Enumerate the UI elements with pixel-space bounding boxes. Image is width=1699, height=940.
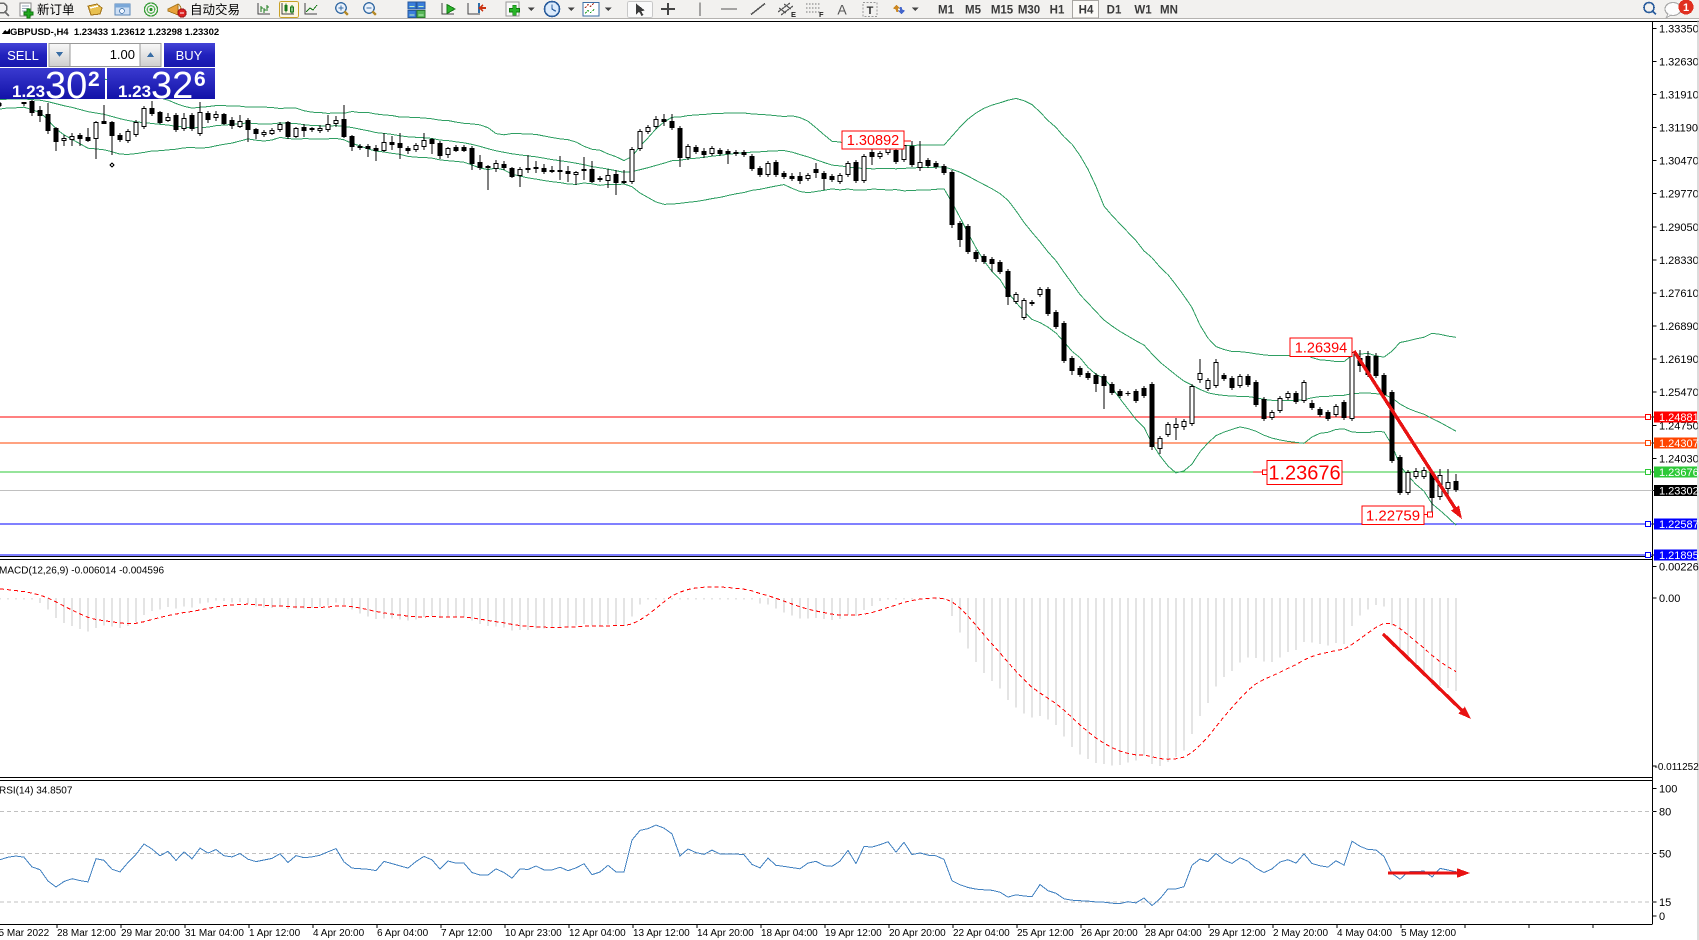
svg-text:BUY: BUY [176,48,203,63]
svg-text:12 Apr 04:00: 12 Apr 04:00 [569,928,626,939]
svg-text:1.30470: 1.30470 [1659,156,1699,168]
svg-text:M15: M15 [991,5,1014,17]
svg-text:1.00: 1.00 [110,47,135,62]
svg-text:MACD(12,26,9) -0.006014 -0.004: MACD(12,26,9) -0.006014 -0.004596 [0,566,165,577]
svg-text:1.21895: 1.21895 [1659,550,1699,562]
svg-text:D1: D1 [1107,5,1122,17]
svg-text:4 Apr 20:00: 4 Apr 20:00 [313,928,365,939]
svg-text:新订单: 新订单 [37,2,75,17]
svg-text:自动交易: 自动交易 [190,2,240,17]
svg-text:W1: W1 [1134,5,1152,17]
svg-text:5 May 12:00: 5 May 12:00 [1401,928,1456,939]
svg-text:22 Apr 04:00: 22 Apr 04:00 [953,928,1010,939]
svg-text:M5: M5 [965,5,982,17]
svg-text:GBPUSD-,H4 1.23433 1.23612 1.: GBPUSD-,H4 1.23433 1.23612 1.23298 1.233… [10,27,219,38]
svg-text:1.24307: 1.24307 [1659,438,1699,450]
svg-text:19 Apr 12:00: 19 Apr 12:00 [825,928,882,939]
svg-text:1.32630: 1.32630 [1659,56,1699,68]
svg-text:18 Apr 04:00: 18 Apr 04:00 [761,928,818,939]
svg-text:30: 30 [45,65,87,107]
svg-text:1.23676: 1.23676 [1268,463,1340,485]
svg-text:T: T [867,5,874,17]
svg-text:32: 32 [151,65,193,107]
svg-text:31 Mar 04:00: 31 Mar 04:00 [185,928,244,939]
svg-text:1.23676: 1.23676 [1659,467,1699,479]
svg-text:13 Apr 12:00: 13 Apr 12:00 [633,928,690,939]
svg-text:25 Apr 12:00: 25 Apr 12:00 [1017,928,1074,939]
svg-text:25 Mar 2022: 25 Mar 2022 [0,928,50,939]
svg-text:50: 50 [1659,849,1671,861]
svg-text:1.30892: 1.30892 [847,133,899,149]
svg-text:1.22759: 1.22759 [1366,508,1420,525]
svg-text:1: 1 [1683,2,1689,14]
svg-text:2: 2 [88,68,100,91]
svg-text:0.00226: 0.00226 [1659,562,1699,574]
svg-text:1.26394: 1.26394 [1295,341,1347,357]
svg-text:H1: H1 [1050,5,1065,17]
svg-text:F: F [819,10,824,19]
svg-text:80: 80 [1659,807,1671,819]
svg-text:1.24881: 1.24881 [1659,412,1699,424]
svg-text:1.22587: 1.22587 [1659,519,1699,531]
svg-text:2 May 20:00: 2 May 20:00 [1273,928,1328,939]
svg-text:26 Apr 20:00: 26 Apr 20:00 [1081,928,1138,939]
svg-text:-0.011252: -0.011252 [1655,762,1699,773]
svg-text:0: 0 [1659,911,1665,923]
svg-text:1.28330: 1.28330 [1659,255,1699,267]
svg-text:SELL: SELL [7,48,39,63]
svg-text:MN: MN [1160,5,1178,17]
svg-text:1.24030: 1.24030 [1659,453,1699,465]
svg-text:1.23: 1.23 [118,82,151,101]
svg-text:1.23: 1.23 [12,82,45,101]
svg-text:20 Apr 20:00: 20 Apr 20:00 [889,928,946,939]
svg-text:1.29050: 1.29050 [1659,222,1699,234]
svg-text:7 Apr 12:00: 7 Apr 12:00 [441,928,493,939]
svg-text:RSI(14) 34.8507: RSI(14) 34.8507 [0,786,73,797]
svg-text:1.25470: 1.25470 [1659,387,1699,399]
svg-text:1.33350: 1.33350 [1659,23,1699,35]
svg-text:M1: M1 [938,5,955,17]
svg-text:1.24750: 1.24750 [1659,420,1699,432]
svg-text:1.23302: 1.23302 [1659,486,1699,498]
svg-text:28 Apr 04:00: 28 Apr 04:00 [1145,928,1202,939]
svg-text:1.26190: 1.26190 [1659,354,1699,366]
svg-text:29 Mar 20:00: 29 Mar 20:00 [121,928,180,939]
svg-text:0.00: 0.00 [1659,593,1680,605]
svg-text:M30: M30 [1018,5,1040,17]
svg-text:1.26890: 1.26890 [1659,321,1699,333]
svg-text:6 Apr 04:00: 6 Apr 04:00 [377,928,429,939]
svg-text:1 Apr 12:00: 1 Apr 12:00 [249,928,301,939]
svg-text:H4: H4 [1079,5,1094,17]
svg-text:1.29770: 1.29770 [1659,189,1699,201]
svg-text:1.31910: 1.31910 [1659,90,1699,102]
svg-text:28 Mar 12:00: 28 Mar 12:00 [57,928,116,939]
svg-text:15: 15 [1659,897,1671,909]
svg-text:1.31190: 1.31190 [1659,123,1698,135]
svg-text:A: A [837,2,847,18]
svg-text:14 Apr 20:00: 14 Apr 20:00 [697,928,754,939]
svg-text:6: 6 [194,68,206,91]
svg-text:29 Apr 12:00: 29 Apr 12:00 [1209,928,1266,939]
svg-text:100: 100 [1659,784,1677,796]
svg-text:10 Apr 23:00: 10 Apr 23:00 [505,928,562,939]
svg-text:4 May 04:00: 4 May 04:00 [1337,928,1392,939]
svg-text:E: E [791,10,796,19]
svg-text:1.27610: 1.27610 [1659,288,1699,300]
